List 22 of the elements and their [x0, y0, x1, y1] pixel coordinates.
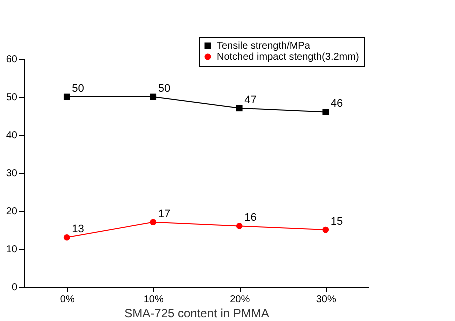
x-tick-label: 20% — [230, 294, 250, 306]
y-tick-label: 10 — [6, 244, 18, 256]
x-axis-title: SMA-725 content in PMMA — [124, 306, 270, 320]
legend-label: Tensile strength/MPa — [217, 41, 311, 52]
data-label: 16 — [244, 212, 257, 224]
y-tick-label: 40 — [6, 130, 18, 142]
data-label: 46 — [330, 98, 344, 110]
y-tick-label: 60 — [6, 54, 18, 66]
data-label: 50 — [72, 83, 84, 95]
y-tick-label: 30 — [6, 168, 18, 180]
data-label: 13 — [72, 224, 84, 236]
y-tick-label: 50 — [6, 92, 18, 104]
y-tick-label: 20 — [6, 206, 18, 218]
y-tick-label: 0 — [12, 282, 18, 294]
data-label: 15 — [330, 216, 344, 228]
data-label: 17 — [158, 208, 171, 220]
data-label: 50 — [158, 83, 171, 95]
data-label: 47 — [244, 94, 257, 106]
x-tick-label: 10% — [144, 294, 164, 306]
x-tick-label: 30% — [316, 294, 336, 306]
legend-label: Notched impact stength(3.2mm) — [217, 52, 360, 63]
x-tick-label: 0% — [60, 294, 75, 306]
